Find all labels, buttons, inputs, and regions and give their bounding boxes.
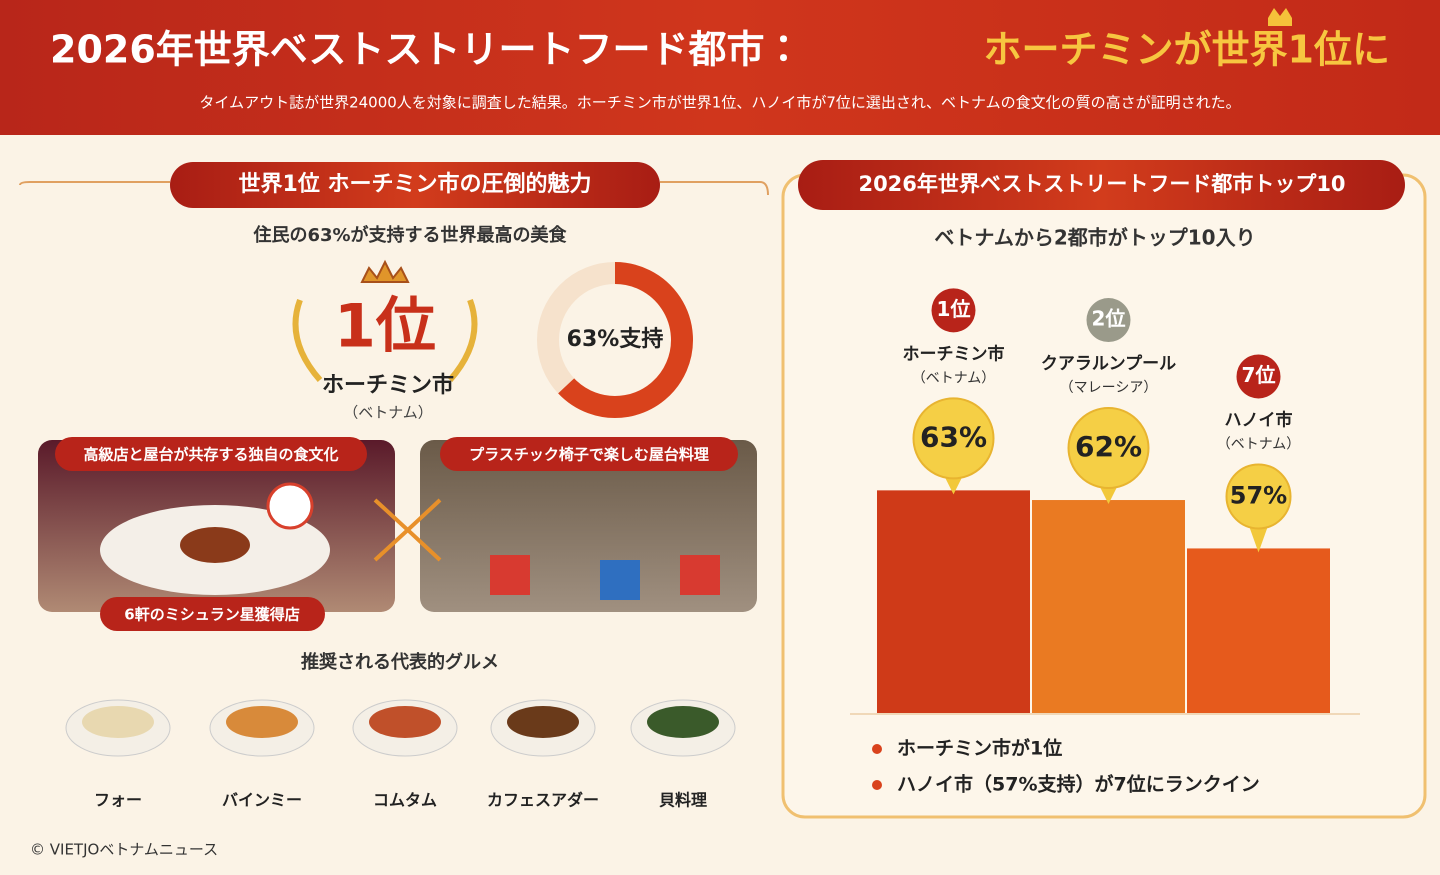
city: ホーチミン市 — [322, 372, 454, 398]
section-badge — [170, 162, 660, 208]
michelin-icon — [266, 482, 314, 530]
food-item — [82, 706, 154, 738]
bar — [877, 490, 1030, 713]
chart-badge — [798, 160, 1405, 210]
rank-label: 7位 — [1242, 363, 1276, 387]
country-label: （ベトナム） — [1217, 436, 1301, 452]
bar — [1187, 548, 1330, 713]
country-label: （マレーシア） — [1060, 380, 1158, 396]
note: ホーチミン市が1位 — [897, 737, 1062, 760]
donut-label: 63%支持 — [567, 327, 664, 352]
food-name: 貝料理 — [659, 791, 707, 810]
city-label: クアラルンプール — [1041, 353, 1176, 374]
caption-pill — [55, 437, 367, 471]
food-item — [226, 706, 298, 738]
photo-caption: プラスチック椅子で楽しむ屋台料理 — [469, 446, 709, 464]
foods-title: 推奨される代表的グルメ — [301, 651, 499, 673]
rank-badge — [931, 288, 976, 333]
connector — [373, 498, 442, 562]
stool — [490, 555, 530, 595]
crown-icon — [1268, 8, 1292, 26]
photo-footer: 6軒のミシュラン星獲得店 — [124, 606, 299, 624]
value-label: 63% — [920, 420, 987, 453]
food-name: カフェスアダー — [487, 791, 599, 810]
title-main: 2026年世界ベストストリートフード都市： — [50, 28, 803, 72]
value-label: 62% — [1075, 430, 1142, 463]
food-item — [369, 706, 441, 738]
copyright: © VIETJOベトナムニュース — [30, 841, 218, 859]
stool — [600, 560, 640, 600]
note: ハノイ市（57%支持）が7位にランクイン — [897, 773, 1260, 796]
country-label: （ベトナム） — [912, 370, 996, 386]
food-name: バインミー — [222, 791, 302, 810]
panel-frame — [19, 181, 769, 196]
crown-icon — [360, 259, 410, 283]
subtitle: タイムアウト誌が世界24000人を対象に調査した結果。ホーチミン市が世界1位、ハ… — [199, 94, 1240, 112]
city-label: ホーチミン市 — [903, 343, 1005, 364]
food-name: フォー — [94, 791, 142, 810]
food-item — [647, 706, 719, 738]
city-label: ハノイ市 — [1225, 409, 1293, 430]
value-bubble — [1067, 407, 1150, 490]
chart-subtitle: ベトナムから2都市がトップ10入り — [934, 226, 1255, 250]
rank-label: 2位 — [1092, 307, 1126, 331]
rank-big: 1位 — [334, 292, 436, 362]
stool — [680, 555, 720, 595]
donut-arc — [558, 262, 693, 418]
lead: 住民の63%が支持する世界最高の美食 — [252, 224, 567, 246]
chart-title: 2026年世界ベストストリートフード都市トップ10 — [858, 172, 1345, 196]
section-title: 世界1位 ホーチミン市の圧倒的魅力 — [239, 171, 592, 197]
value-bubble — [1248, 524, 1269, 553]
photo-caption: 高級店と屋台が共存する独自の食文化 — [83, 446, 338, 464]
caption-pill — [100, 597, 325, 631]
value-bubble — [912, 397, 995, 480]
food-item — [507, 706, 579, 738]
rank-label: 1位 — [937, 297, 971, 321]
country: （ベトナム） — [343, 404, 433, 422]
value-label: 57% — [1230, 481, 1287, 509]
note-bullet — [872, 744, 882, 754]
value-bubble — [1098, 484, 1119, 505]
rank-badge — [1086, 298, 1131, 343]
note-bullet — [872, 780, 882, 790]
food-name: コムタム — [373, 791, 437, 810]
value-bubble — [943, 474, 964, 495]
title-highlight: ホーチミンが世界1位に — [984, 28, 1390, 72]
laurel — [292, 298, 478, 382]
caption-pill — [440, 437, 738, 471]
header-band — [0, 0, 1440, 135]
dish — [180, 527, 250, 563]
bar — [1032, 500, 1185, 713]
rank-badge — [1236, 354, 1281, 399]
value-bubble — [1225, 463, 1292, 530]
